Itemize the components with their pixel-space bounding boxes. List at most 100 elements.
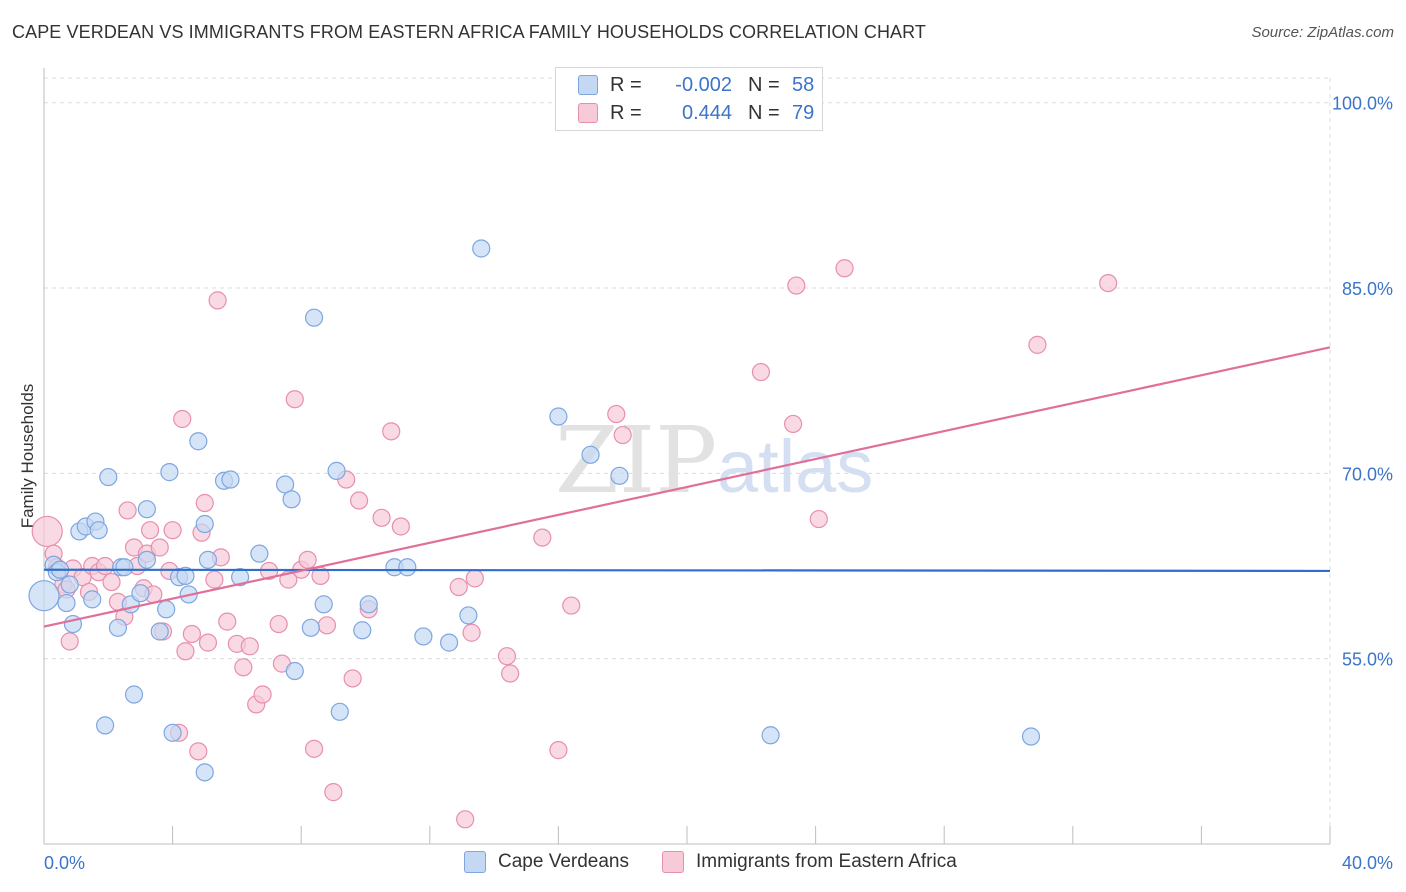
pink-point [1028,335,1047,354]
blue-swatch [464,851,486,873]
blue-point [282,490,301,509]
pink-point [269,614,288,634]
pink-point [304,739,324,758]
blue-point [28,580,60,612]
blue-point [250,544,269,563]
source-label: Source: ZipAtlas.com [1251,24,1394,41]
blue-trend-line [43,568,1331,573]
blue-point [353,621,372,640]
blue-point [610,466,629,485]
n-value: 79 [792,101,815,124]
pink-point [613,425,632,445]
blue-point [414,627,433,646]
pink-point [163,521,182,540]
blue-swatch [578,75,598,95]
pink-point [783,414,803,434]
pink-point [391,517,410,536]
blue-point [115,558,134,577]
axes [43,68,1331,845]
n-label: N = [748,73,780,96]
blue-point [198,550,218,569]
legend-label: Cape Verdeans [498,851,629,872]
blue-point [108,618,128,637]
pink-point [240,637,259,656]
pink-point [562,596,581,615]
blue-point [195,763,214,782]
pink-point [317,616,337,635]
correlation-legend: R = -0.002 N = 58 R = 0.444 N = 79 [555,67,823,131]
pink-point [501,664,520,683]
pink-point [173,409,192,429]
blue-point [314,595,333,614]
pink-point [456,810,475,829]
blue-point [221,470,240,489]
pink-point [285,390,304,409]
pink-point [1099,273,1118,293]
watermark-atlas: atlas [717,425,873,508]
pink-point [372,508,391,527]
pink-point [208,291,227,310]
r-label: R = [610,73,642,96]
x-tick-label: 0.0% [44,853,85,873]
pink-point [787,276,806,295]
pink-point [809,509,828,529]
pink-point [549,741,568,760]
blue-point [99,467,118,487]
pink-point [349,491,369,510]
pink-point [343,669,362,688]
y-tick-label: 55.0% [1342,650,1393,670]
blue-point [150,622,169,641]
pink-point [182,624,201,644]
blue-point [89,521,108,540]
pink-point [118,501,137,520]
blue-point [398,558,417,577]
blue-point [301,618,320,637]
r-value: -0.002 [675,73,732,96]
blue-point [189,432,208,451]
watermark: ZIP atlas [555,407,873,514]
legend-item-eastern-africa: Immigrants from Eastern Africa [662,851,957,873]
pink-point [253,685,272,704]
pink-point [382,422,401,441]
blue-point [359,595,378,614]
y-tick-label: 70.0% [1342,464,1393,484]
pink-point [533,528,552,547]
blue-point [124,685,144,704]
r-value: 0.444 [676,101,732,124]
pink-swatch [662,851,684,873]
pink-points [31,259,1118,829]
blue-point [439,633,459,652]
blue-point [472,239,491,258]
pink-point [60,632,79,651]
pink-point [198,633,218,652]
pink-point [31,515,63,548]
blue-point [581,445,600,464]
pink-trend-line [43,346,1331,628]
legend-row-blue: R = -0.002 N = 58 [556,71,814,99]
tick-labels: 55.0% 70.0% 85.0% 100.0% 0.0% 40.0% [44,94,1393,873]
blue-point [157,600,176,619]
n-value: 58 [792,73,815,96]
blue-point [195,514,214,534]
pink-point [176,642,195,661]
blue-point [60,575,79,594]
n-label: N = [748,101,780,124]
series-legend: Cape Verdeans Immigrants from Eastern Af… [0,851,1406,877]
pink-point [607,404,626,424]
blue-point [137,500,156,519]
blue-point [1021,727,1041,746]
pink-point [140,521,160,540]
trend-lines [43,346,1331,628]
blue-points [28,239,1041,782]
legend-label: Immigrants from Eastern Africa [696,851,957,872]
chart-title: CAPE VERDEAN VS IMMIGRANTS FROM EASTERN … [12,22,927,42]
y-tick-label: 85.0% [1342,279,1393,299]
pink-point [298,550,317,569]
blue-point [160,463,179,482]
pink-swatch [578,103,598,123]
pink-point [751,362,771,382]
pink-point [497,647,517,666]
blue-point [330,702,349,721]
pink-point [449,577,468,597]
